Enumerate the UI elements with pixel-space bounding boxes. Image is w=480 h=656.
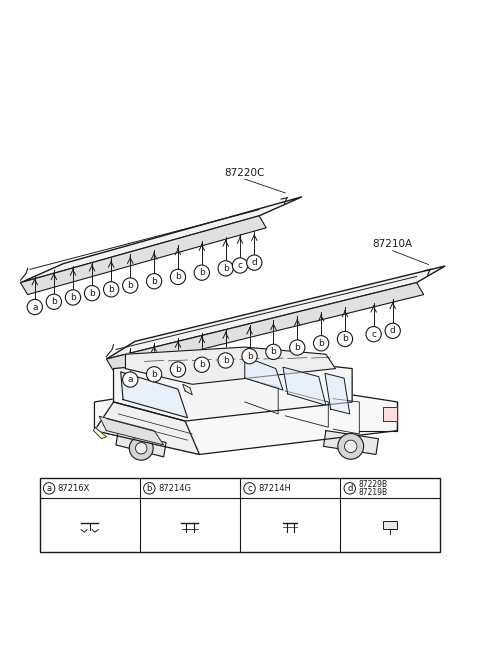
Circle shape (146, 274, 162, 289)
Circle shape (338, 434, 364, 459)
Text: b: b (294, 343, 300, 352)
Text: a: a (128, 375, 133, 384)
Circle shape (122, 278, 138, 293)
Polygon shape (183, 384, 192, 395)
Circle shape (232, 258, 248, 273)
Circle shape (244, 483, 255, 494)
Text: b: b (318, 338, 324, 348)
Circle shape (170, 362, 186, 377)
Circle shape (337, 331, 353, 346)
Circle shape (344, 483, 356, 494)
Polygon shape (21, 216, 266, 295)
Text: b: b (223, 264, 228, 273)
Text: d: d (390, 327, 396, 335)
Polygon shape (114, 357, 352, 421)
Circle shape (122, 372, 138, 387)
Text: b: b (151, 277, 157, 286)
Circle shape (366, 327, 381, 342)
Circle shape (247, 255, 262, 270)
Polygon shape (383, 407, 397, 421)
Text: 87210A: 87210A (372, 239, 413, 249)
Text: 87214G: 87214G (158, 484, 191, 493)
Text: d: d (347, 484, 352, 493)
Circle shape (194, 357, 209, 373)
Polygon shape (283, 367, 326, 405)
Text: b: b (199, 360, 204, 369)
Text: 87219B: 87219B (359, 487, 387, 497)
Polygon shape (120, 372, 188, 418)
Text: b: b (151, 370, 157, 379)
Circle shape (43, 483, 55, 494)
Circle shape (313, 336, 329, 351)
Polygon shape (116, 430, 166, 457)
Text: b: b (147, 484, 152, 493)
Circle shape (65, 290, 81, 305)
Text: b: b (271, 348, 276, 356)
Polygon shape (94, 427, 107, 439)
Text: a: a (32, 302, 37, 312)
Text: 87216X: 87216X (58, 484, 90, 493)
Text: b: b (108, 285, 114, 294)
Text: b: b (342, 335, 348, 344)
Polygon shape (245, 357, 283, 390)
Circle shape (27, 299, 42, 315)
Polygon shape (125, 347, 336, 384)
Text: b: b (51, 297, 57, 306)
Circle shape (129, 436, 153, 461)
Text: b: b (247, 352, 252, 361)
Text: b: b (223, 356, 228, 365)
Text: d: d (252, 258, 257, 267)
Text: b: b (199, 268, 204, 277)
Text: b: b (175, 365, 181, 374)
Circle shape (242, 348, 257, 364)
Polygon shape (95, 402, 199, 455)
Polygon shape (107, 266, 445, 359)
Text: 87229B: 87229B (359, 480, 387, 489)
Polygon shape (324, 430, 378, 455)
Text: 87220C: 87220C (225, 168, 265, 178)
Circle shape (345, 440, 357, 453)
Bar (384, 521, 397, 529)
Circle shape (218, 260, 233, 276)
Polygon shape (21, 197, 302, 283)
Circle shape (104, 281, 119, 297)
Circle shape (46, 294, 61, 310)
Circle shape (144, 483, 155, 494)
Circle shape (170, 270, 186, 285)
Circle shape (84, 285, 100, 301)
Text: c: c (247, 484, 252, 493)
Circle shape (135, 443, 147, 454)
Polygon shape (99, 417, 164, 445)
Text: a: a (47, 484, 52, 493)
Circle shape (146, 367, 162, 382)
Text: c: c (371, 330, 376, 338)
Text: c: c (238, 261, 242, 270)
Circle shape (194, 265, 209, 280)
Text: b: b (70, 293, 76, 302)
Polygon shape (325, 373, 350, 414)
Text: b: b (89, 289, 95, 298)
Polygon shape (107, 283, 424, 371)
Text: 87214H: 87214H (258, 484, 291, 493)
Bar (39, 478, 441, 552)
Text: b: b (175, 272, 181, 281)
Circle shape (289, 340, 305, 355)
Circle shape (218, 353, 233, 368)
Circle shape (266, 344, 281, 359)
Circle shape (385, 323, 400, 338)
Text: b: b (127, 281, 133, 290)
Polygon shape (95, 378, 397, 455)
